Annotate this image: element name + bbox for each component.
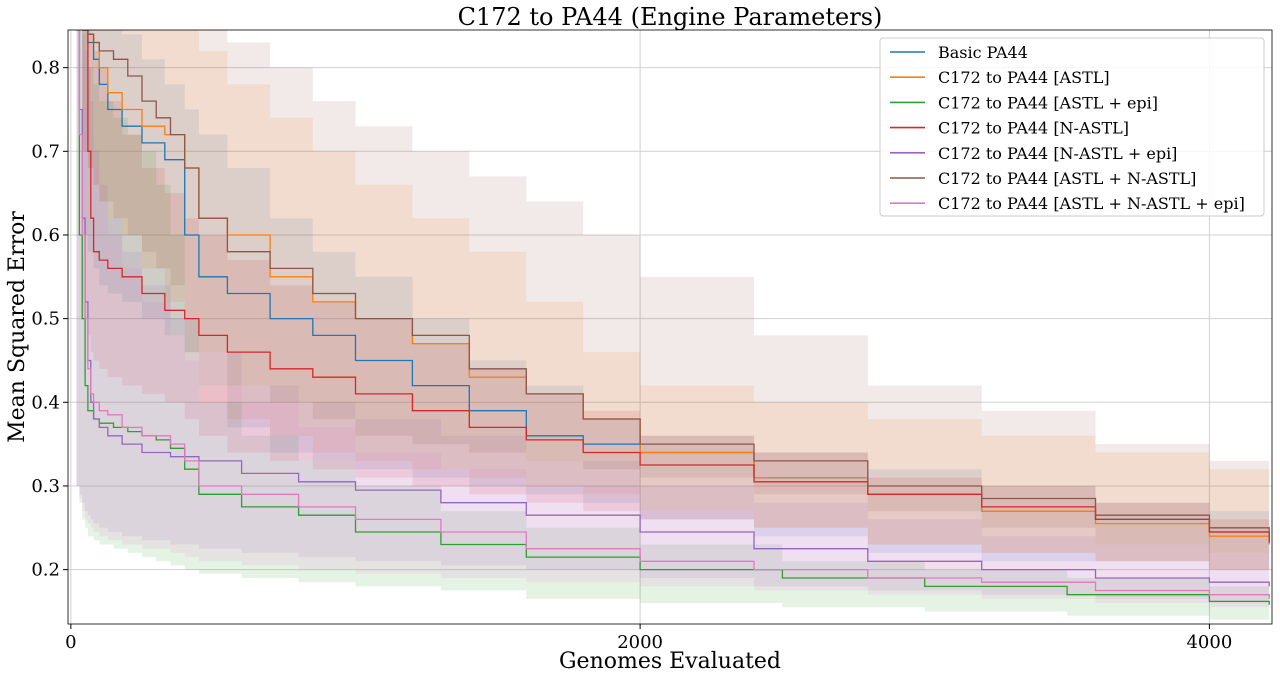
series-lines	[76, 30, 1270, 605]
y-tick-label: 0.3	[31, 476, 60, 497]
series-6-line	[82, 30, 1270, 537]
series-4-range-band	[82, 30, 1270, 570]
series-5-range-band	[76, 30, 1270, 604]
legend-label-1: Basic PA44	[938, 43, 1028, 62]
y-tick-label: 0.4	[31, 392, 60, 413]
plot-frame	[67, 29, 1273, 625]
range-bands	[76, 30, 1270, 620]
y-tick-label: 0.6	[31, 225, 60, 246]
legend-label-5: C172 to PA44 [N-ASTL + epi]	[938, 144, 1177, 163]
legend-label-3: C172 to PA44 [ASTL + epi]	[938, 93, 1158, 112]
chart-title: C172 to PA44 (Engine Parameters)	[458, 3, 883, 31]
x-axis-label: Genomes Evaluated	[559, 649, 781, 674]
x-tick-label: 2000	[617, 632, 663, 653]
y-tick-label: 0.7	[31, 141, 60, 162]
x-tick-label: 0	[65, 632, 76, 653]
legend-label-2: C172 to PA44 [ASTL]	[938, 68, 1110, 87]
legend-label-6: C172 to PA44 [ASTL + N-ASTL]	[938, 169, 1196, 188]
y-tick-label: 0.8	[31, 58, 60, 79]
series-7-line	[76, 30, 1270, 599]
legend: Basic PA44 C172 to PA44 [ASTL] C172 to PA4…	[879, 37, 1265, 217]
series-7-range-band	[76, 30, 1270, 608]
legend-box	[879, 37, 1265, 217]
legend-label-7: C172 to PA44 [ASTL + N-ASTL + epi]	[938, 194, 1245, 213]
y-axis-ticks: 0.2 0.3 0.4 0.5 0.6 0.7 0.8	[31, 58, 68, 581]
series-4-line	[82, 30, 1270, 543]
series-2-range-band	[82, 30, 1270, 570]
series-3-range-band	[76, 30, 1270, 620]
y-axis-label: Mean Squared Error	[5, 211, 30, 443]
series-1-range-band	[82, 30, 1270, 570]
y-tick-label: 0.5	[31, 309, 60, 330]
x-axis-ticks: 0 2000 4000	[65, 624, 1232, 653]
series-3-line	[76, 30, 1270, 605]
legend-label-4: C172 to PA44 [N-ASTL]	[938, 119, 1129, 138]
x-tick-label: 4000	[1186, 632, 1232, 653]
y-tick-label: 0.2	[31, 560, 60, 581]
series-6-range-band	[82, 30, 1270, 562]
